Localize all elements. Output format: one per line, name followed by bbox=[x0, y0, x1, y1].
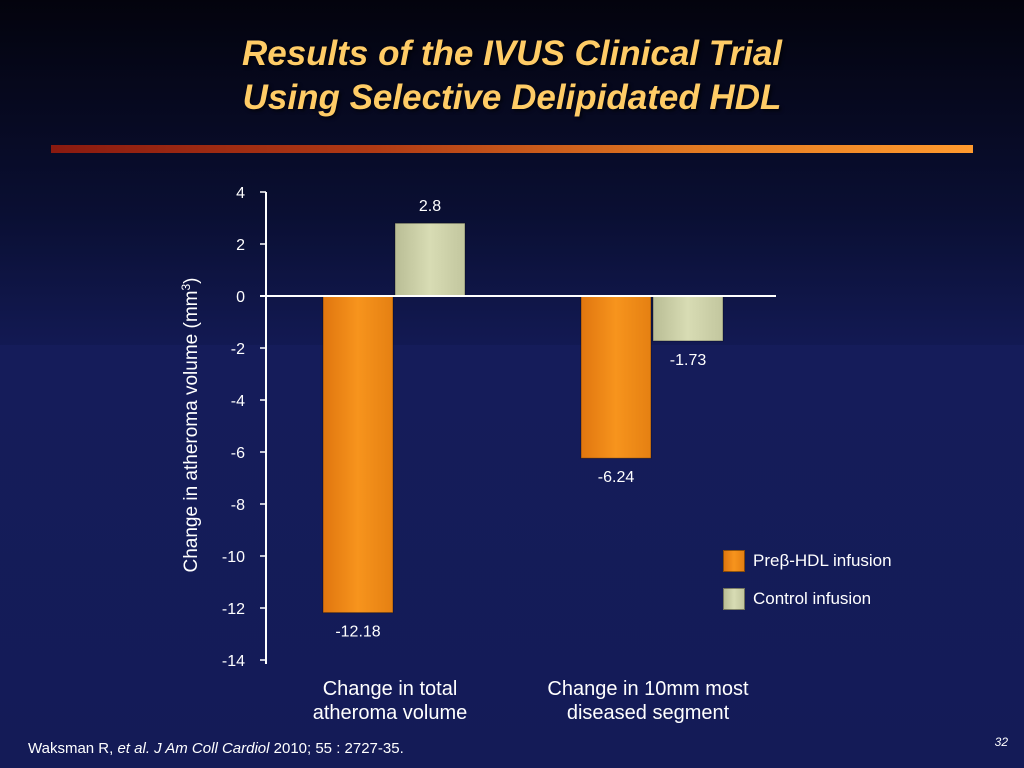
bar-prebeta-hdl-1 bbox=[322, 295, 394, 614]
title-divider bbox=[51, 145, 973, 153]
bar-prebeta-hdl-2 bbox=[580, 295, 652, 459]
legend-item-control: Control infusion bbox=[723, 580, 892, 618]
y-tick-label: -8 bbox=[231, 497, 245, 514]
data-label: -6.24 bbox=[598, 469, 635, 486]
citation-journal: et al. J Am Coll Cardiol bbox=[117, 740, 270, 757]
y-tick-label: -4 bbox=[231, 393, 245, 410]
citation-details: 2010; 55 : 2727-35. bbox=[269, 740, 404, 757]
data-label: -1.73 bbox=[670, 352, 707, 369]
y-tick-label: -2 bbox=[231, 341, 245, 358]
y-tick-label: -6 bbox=[231, 445, 245, 462]
page-number: 32 bbox=[994, 735, 1008, 749]
citation: Waksman R, et al. J Am Coll Cardiol 2010… bbox=[28, 740, 404, 757]
legend-swatch-control bbox=[723, 588, 745, 610]
legend-label-control: Control infusion bbox=[753, 589, 872, 608]
bar-control-2 bbox=[652, 295, 724, 342]
y-tick-label: 2 bbox=[236, 237, 245, 254]
y-tick-label: 0 bbox=[236, 289, 245, 306]
background-band bbox=[0, 345, 1024, 768]
x-category-label: Change in 10mm most diseased segment bbox=[547, 678, 749, 724]
slide-title: Results of the IVUS Clinical Trial Using… bbox=[0, 32, 1024, 120]
legend-item-prebeta-hdl: Preβ-HDL infusion bbox=[723, 542, 892, 580]
citation-author: Waksman R, bbox=[28, 740, 118, 757]
data-label: -12.18 bbox=[335, 624, 380, 641]
y-tick-label: -14 bbox=[222, 653, 245, 670]
y-tick-label: -12 bbox=[222, 601, 245, 618]
legend-label-prebeta-hdl: Preβ-HDL infusion bbox=[753, 551, 892, 570]
title-line-2: Using Selective Delipidated HDL bbox=[242, 78, 782, 117]
bar-control-1 bbox=[394, 222, 466, 297]
legend-swatch-prebeta-hdl bbox=[723, 550, 745, 572]
data-label: 2.8 bbox=[419, 198, 441, 215]
legend: Preβ-HDL infusion Control infusion bbox=[723, 542, 892, 618]
y-tick-label: 4 bbox=[236, 185, 245, 202]
x-category-label: Change in total atheroma volume bbox=[313, 678, 468, 724]
y-tick-label: -10 bbox=[222, 549, 245, 566]
y-axis-title: Change in atheroma volume (mm3) bbox=[179, 278, 202, 573]
title-line-1: Results of the IVUS Clinical Trial bbox=[241, 34, 783, 73]
